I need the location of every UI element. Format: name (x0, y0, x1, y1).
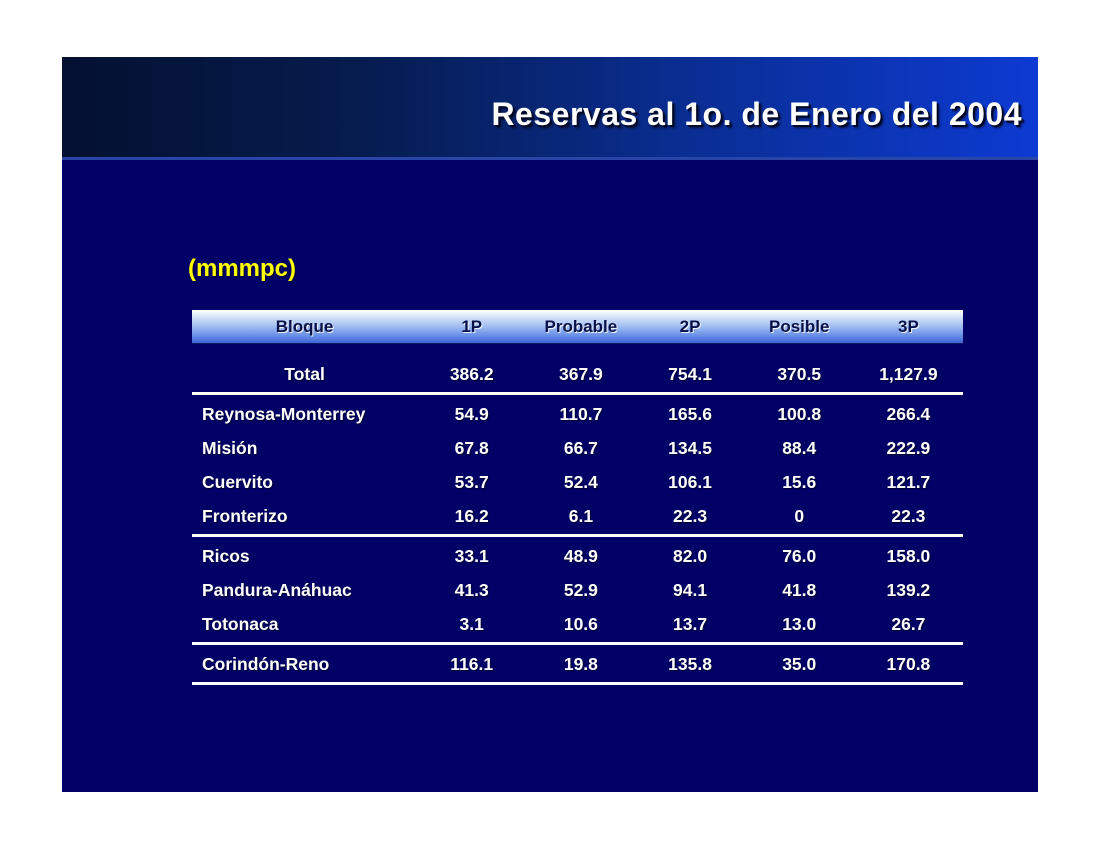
column-header-posible: Posible (768, 316, 830, 336)
row-label: Corindón-Reno (202, 653, 330, 674)
cell-value: 135.8 (668, 653, 712, 674)
table-row-misi-n: Misión 67.8 66.7 134.5 88.4 222.9 (192, 431, 963, 465)
cell-value: 16.2 (454, 505, 489, 526)
table-row-reynosa-monterrey: Reynosa-Monterrey 54.9 110.7 165.6 100.8 266.… (192, 397, 963, 431)
column-header-bloque: Bloque (275, 316, 334, 336)
cell-value: 22.3 (673, 505, 708, 526)
row-separator (192, 642, 963, 645)
cell-value: 41.8 (782, 579, 817, 600)
cell-value: 222.9 (886, 437, 931, 458)
cell-value: 22.3 (891, 505, 926, 526)
row-label: Pandura-Anáhuac (202, 579, 352, 600)
row-label: Ricos (202, 545, 250, 566)
cell-value: 106.1 (668, 471, 712, 492)
band-underline (62, 157, 1038, 160)
table-row-ricos: Ricos 33.1 48.9 82.0 76.0 158.0 (192, 539, 963, 573)
table-row-corind-n-reno: Corindón-Reno 116.1 19.8 135.8 35.0 170.8 (192, 647, 963, 681)
cell-value: 134.5 (668, 437, 712, 458)
cell-value: 0 (794, 505, 805, 526)
table-body: Total 386.2 367.9 754.1 370.5 1,127.9 Reynosa-… (192, 357, 963, 685)
cell-value: 15.6 (782, 471, 817, 492)
cell-value: 35.0 (782, 653, 817, 674)
column-header-probable: Probable (544, 316, 618, 336)
row-separator (192, 682, 963, 685)
column-header-3p: 3P (898, 316, 919, 336)
cell-value: 3.1 (459, 613, 484, 634)
table-row-fronterizo: Fronterizo 16.2 6.1 22.3 0 22.3 (192, 499, 963, 533)
cell-value: 370.5 (777, 363, 822, 384)
cell-value: 53.7 (454, 471, 489, 492)
column-header-1p: 1P (461, 316, 483, 336)
cell-value: 165.6 (668, 403, 712, 424)
cell-value: 26.7 (891, 613, 926, 634)
slide: Reservas al 1o. de Enero del 2004 (mmmpc… (62, 57, 1038, 792)
cell-value: 6.1 (568, 505, 594, 526)
cell-value: 19.8 (563, 653, 598, 674)
cell-value: 10.6 (563, 613, 598, 634)
column-header-2p: 2P (679, 316, 701, 336)
table-row-totonaca: Totonaca 3.1 10.6 13.7 13.0 26.7 (192, 607, 963, 641)
table-row-cuervito: Cuervito 53.7 52.4 106.1 15.6 121.7 (192, 465, 963, 499)
cell-value: 66.7 (563, 437, 598, 458)
cell-value: 1,127.9 (879, 363, 938, 384)
cell-value: 13.7 (673, 613, 708, 634)
table-row-pandura-an-huac: Pandura-Anáhuac 41.3 52.9 94.1 41.8 139.2 (192, 573, 963, 607)
row-separator (192, 392, 963, 395)
row-label: Total (284, 363, 325, 384)
table-header-row: Bloque 1P Probable 2P Posible 3P (192, 310, 963, 344)
cell-value: 367.9 (558, 363, 603, 384)
cell-value: 266.4 (886, 403, 931, 424)
cell-value: 110.7 (559, 403, 603, 424)
title-band: Reservas al 1o. de Enero del 2004 (62, 57, 1038, 157)
cell-value: 54.9 (454, 403, 489, 424)
cell-value: 67.8 (454, 437, 489, 458)
cell-value: 116.1 (450, 653, 494, 674)
cell-value: 41.3 (454, 579, 489, 600)
cell-value: 82.0 (673, 545, 708, 566)
cell-value: 33.1 (454, 545, 489, 566)
cell-value: 52.4 (563, 471, 598, 492)
row-label: Reynosa-Monterrey (202, 403, 366, 424)
unit-label: (mmmpc) (188, 255, 297, 282)
cell-value: 754.1 (668, 363, 712, 384)
row-label: Cuervito (202, 471, 273, 492)
cell-value: 52.9 (563, 579, 598, 600)
cell-value: 139.2 (886, 579, 931, 600)
row-label: Totonaca (202, 613, 279, 634)
cell-value: 88.4 (782, 437, 817, 458)
cell-value: 94.1 (673, 579, 708, 600)
table-row-total: Total 386.2 367.9 754.1 370.5 1,127.9 (192, 357, 963, 391)
reserves-table: Bloque 1P Probable 2P Posible 3P Total 386.2 36… (192, 310, 963, 687)
cell-value: 158.0 (886, 545, 931, 566)
slide-title: Reservas al 1o. de Enero del 2004 (491, 95, 1022, 132)
row-label: Misión (202, 437, 258, 458)
cell-value: 170.8 (886, 653, 931, 674)
row-label: Fronterizo (202, 505, 288, 526)
cell-value: 13.0 (782, 613, 817, 634)
cell-value: 76.0 (782, 545, 817, 566)
cell-value: 386.2 (449, 363, 494, 384)
row-separator (192, 534, 963, 537)
cell-value: 48.9 (563, 545, 598, 566)
cell-value: 100.8 (777, 403, 822, 424)
cell-value: 121.7 (886, 471, 931, 492)
